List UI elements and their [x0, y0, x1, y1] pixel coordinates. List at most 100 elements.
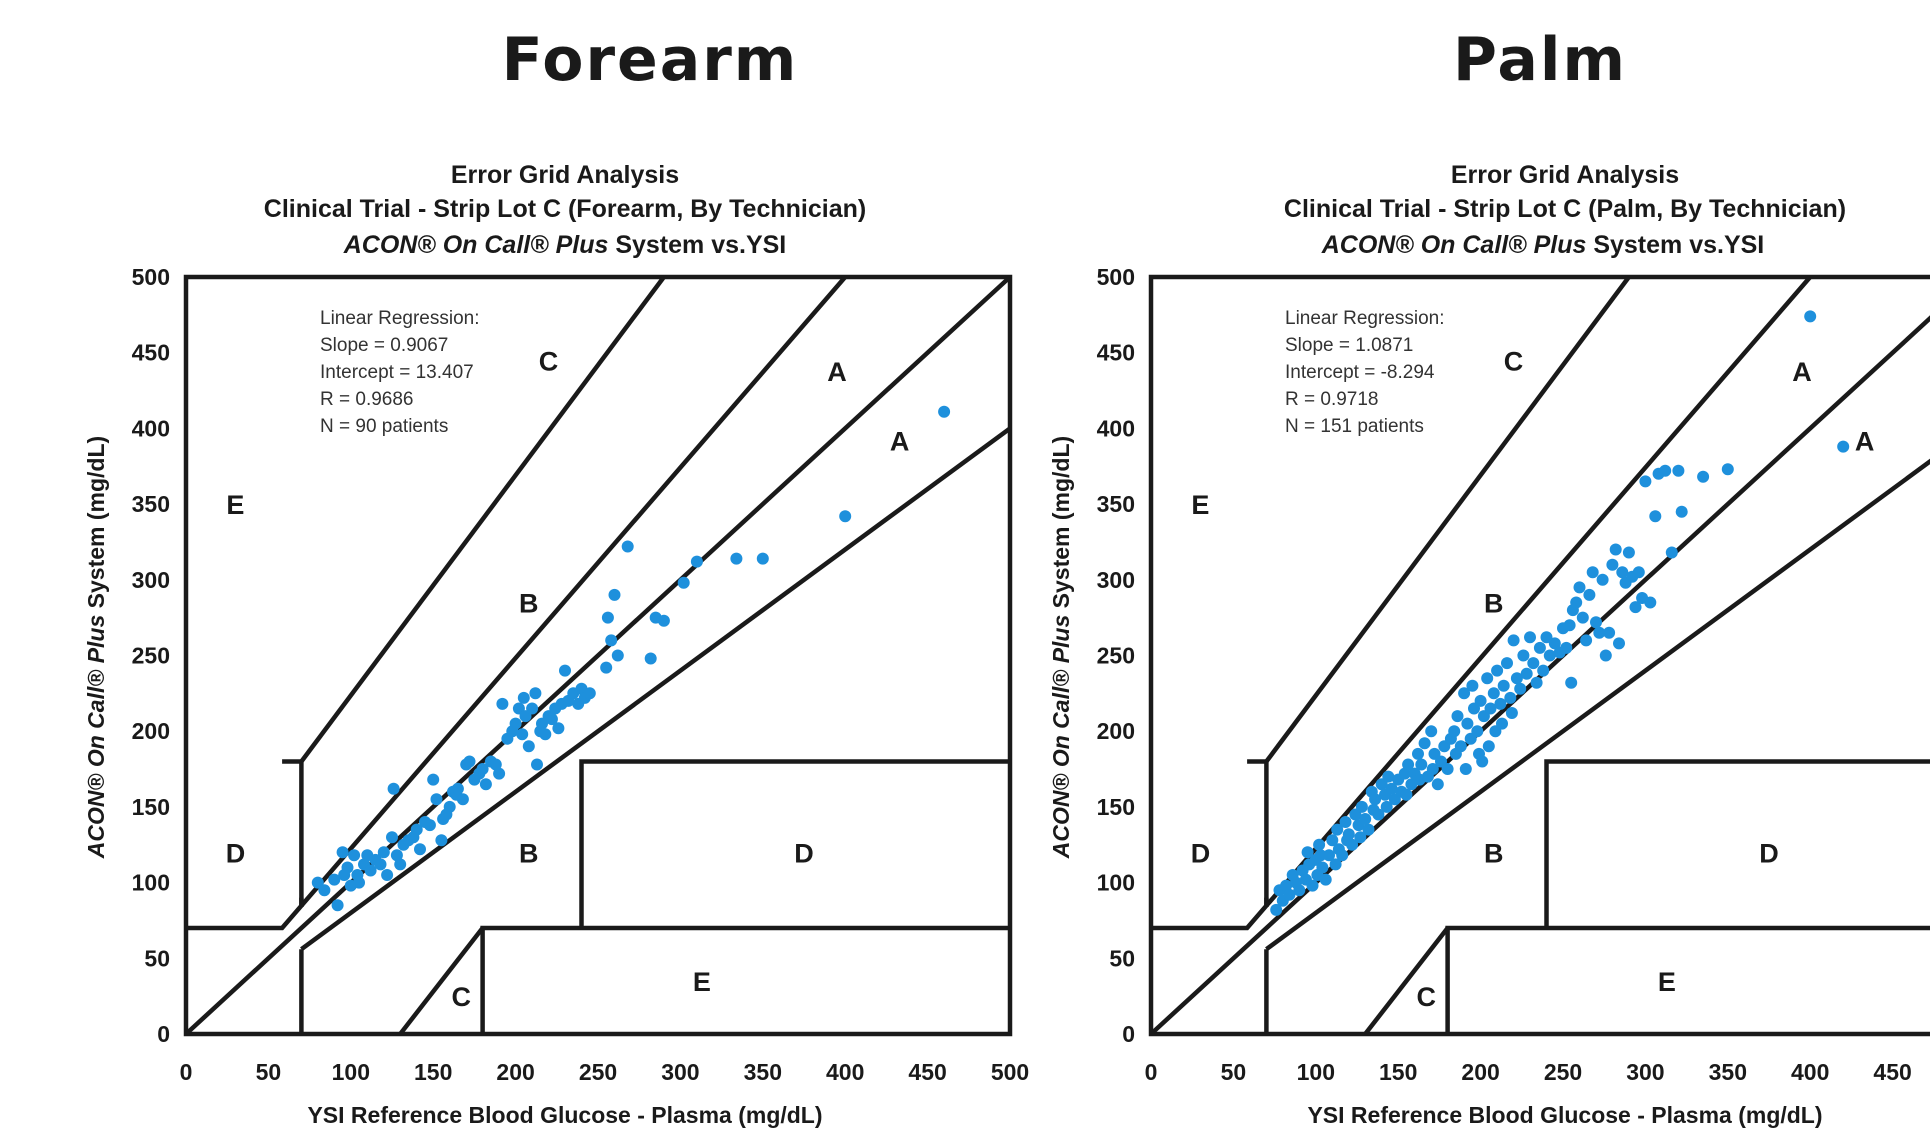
zone-boundary-line — [299, 275, 666, 763]
zone-boundary-line — [1265, 458, 1930, 952]
zone-label-c: C — [1504, 346, 1524, 376]
x-tick-label: 250 — [579, 1059, 617, 1085]
y-tick-labels: 0 50 100 150 200 250 300 350 400 450 500 — [132, 264, 170, 1047]
chart-title-line-3: ACON® On Call® Plus System vs.YSI — [1321, 231, 1765, 259]
x-tick-labels: 0 50 100 150 200 250 300 350 400 450 500 — [180, 1059, 1030, 1085]
data-point — [1306, 879, 1319, 892]
chart-title-suffix: System vs.YSI — [608, 231, 786, 259]
data-point — [605, 634, 618, 647]
y-tick-label: 500 — [132, 264, 170, 290]
data-point — [1675, 505, 1688, 518]
data-point — [1415, 758, 1428, 771]
data-point — [1530, 676, 1543, 689]
x-tick-label: 350 — [1709, 1059, 1747, 1085]
data-point — [1487, 687, 1500, 700]
zone-boundary-line — [1363, 926, 1450, 1036]
linear-regression-stats: Linear Regression: Slope = 0.9067 Interc… — [320, 308, 479, 437]
data-point — [730, 552, 743, 565]
data-point — [1355, 800, 1368, 813]
data-point — [1501, 657, 1513, 670]
chart-title-line-1: Error Grid Analysis — [1451, 161, 1679, 189]
zone-label-b: B — [519, 838, 539, 868]
x-tick-label: 400 — [826, 1059, 864, 1085]
data-point — [559, 664, 571, 677]
data-point — [1359, 813, 1372, 825]
zone-boundary-line — [1151, 275, 1812, 931]
data-point — [1314, 849, 1327, 862]
data-point — [353, 876, 365, 889]
data-point — [621, 540, 634, 553]
zone-label-d: D — [794, 838, 814, 868]
data-point — [479, 778, 492, 791]
data-point — [1609, 543, 1622, 556]
data-point — [1458, 687, 1471, 700]
data-point — [463, 755, 476, 768]
data-point — [1527, 657, 1540, 670]
data-point — [489, 758, 502, 771]
x-tick-label: 100 — [1297, 1059, 1335, 1085]
data-point — [1697, 470, 1710, 483]
y-tick-label: 150 — [1097, 794, 1135, 820]
x-tick-label: 200 — [1461, 1059, 1499, 1085]
data-point — [1590, 616, 1602, 629]
data-point — [1504, 691, 1517, 704]
data-point — [443, 800, 456, 813]
data-point — [377, 846, 390, 859]
data-point — [1329, 858, 1342, 871]
y-tick-label: 300 — [1097, 567, 1135, 593]
zone-label-b: B — [1484, 589, 1504, 619]
zone-label-b: B — [1484, 838, 1504, 868]
data-point — [1837, 440, 1850, 453]
zone-label-a: A — [1792, 357, 1812, 387]
data-point — [1573, 581, 1586, 594]
data-point — [1471, 725, 1484, 738]
data-point — [1342, 828, 1355, 841]
zone-boundary-line — [184, 275, 1012, 1036]
data-point — [1476, 755, 1489, 768]
y-tick-label: 100 — [132, 870, 170, 896]
data-point — [938, 405, 951, 418]
data-point — [1369, 793, 1382, 806]
data-point — [318, 884, 331, 897]
data-point — [552, 722, 565, 735]
y-tick-label: 0 — [1122, 1021, 1135, 1047]
error-grid-zone-labels: E D C A A B B D C E — [226, 346, 910, 1012]
data-point — [1494, 697, 1507, 710]
data-point — [1336, 849, 1349, 862]
data-point — [1543, 649, 1556, 662]
data-point — [1599, 649, 1612, 662]
data-point — [1606, 558, 1619, 571]
zone-label-c: C — [1416, 982, 1436, 1012]
data-point — [1454, 740, 1467, 753]
data-point — [1629, 601, 1642, 614]
palm-panel: Palm Error Grid Analysis Clinical Trial … — [1048, 25, 1930, 1128]
data-point — [1270, 903, 1283, 916]
data-point — [601, 611, 614, 624]
data-point — [451, 782, 464, 795]
data-point — [1301, 846, 1314, 859]
y-tick-label: 400 — [1097, 415, 1135, 441]
data-point — [644, 652, 657, 665]
data-point — [1622, 546, 1635, 559]
stats-intercept: Intercept = 13.407 — [320, 362, 474, 383]
y-axis-label-product: ACON® On Call® Plus — [83, 615, 109, 859]
zone-label-a: A — [827, 357, 847, 387]
data-point — [1313, 838, 1326, 851]
data-point — [1613, 637, 1625, 650]
data-point — [1514, 682, 1527, 695]
data-point — [756, 552, 769, 565]
data-point — [1481, 672, 1494, 685]
zone-boundary-line — [1264, 275, 1631, 763]
data-point — [1484, 702, 1497, 715]
y-tick-label: 50 — [1109, 945, 1135, 971]
zone-label-d: D — [1191, 838, 1211, 868]
y-tick-label: 450 — [1097, 340, 1135, 366]
x-tick-label: 150 — [414, 1059, 452, 1085]
data-point — [1372, 808, 1385, 821]
zone-boundary-line — [186, 275, 847, 931]
data-point — [677, 576, 690, 589]
chart-title-line-3: ACON® On Call® Plus System vs.YSI — [343, 231, 787, 259]
error-grid-zone-lines — [184, 275, 1012, 1036]
data-points — [1270, 310, 1850, 916]
